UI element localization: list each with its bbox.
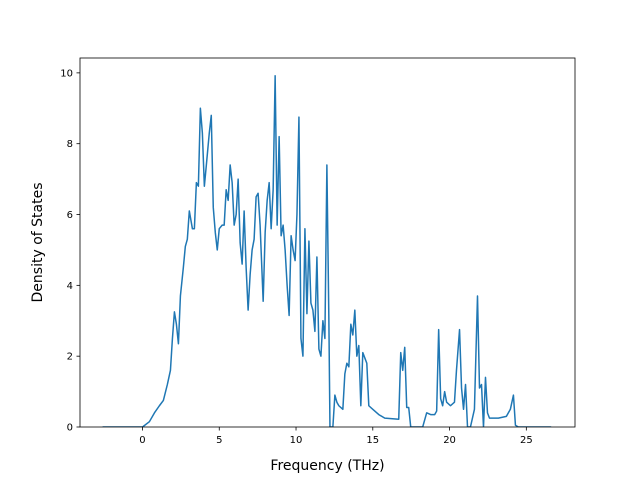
y-tick-label: 10 (60, 68, 73, 79)
y-tick-label: 0 (67, 423, 73, 434)
x-tick-label: 20 (443, 435, 456, 446)
x-tick-label: 0 (139, 435, 145, 446)
x-axis-label: Frequency (THz) (270, 458, 384, 474)
x-tick-label: 25 (520, 435, 533, 446)
data-line (102, 74, 552, 427)
x-tick-label: 15 (366, 435, 379, 446)
y-tick-label: 4 (67, 281, 73, 292)
plot-frame (79, 57, 576, 428)
y-tick-label: 2 (67, 352, 73, 363)
y-axis-label: Density of States (30, 183, 46, 303)
x-tick-label: 10 (290, 435, 303, 446)
x-tick-label: 5 (216, 435, 222, 446)
y-tick-label: 6 (67, 210, 73, 221)
y-tick-label: 8 (67, 139, 73, 150)
